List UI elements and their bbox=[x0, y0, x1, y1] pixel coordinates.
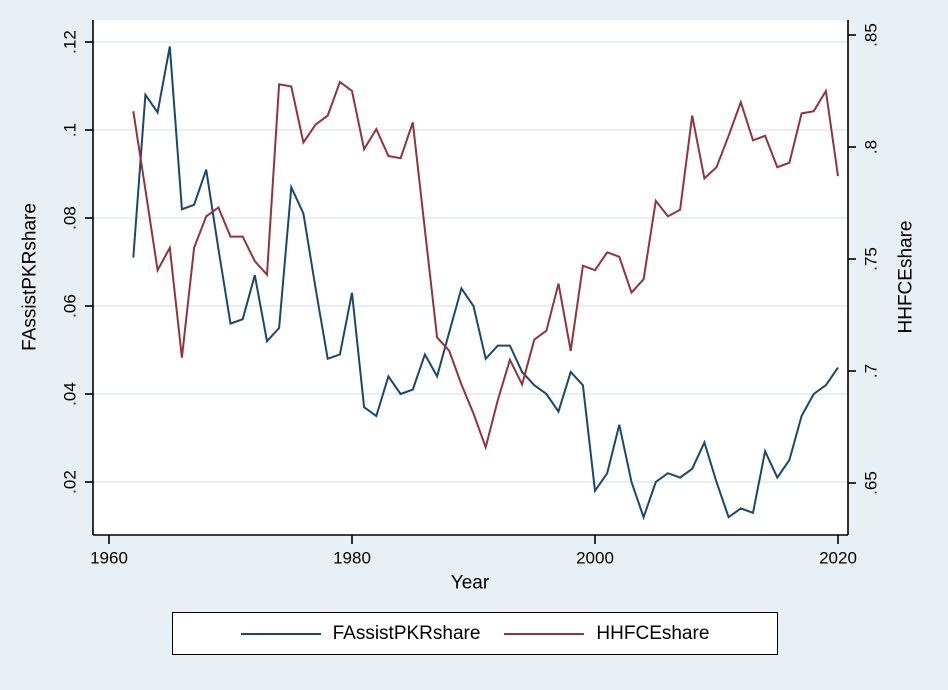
legend-label-hhfceshare: HHFCEshare bbox=[596, 622, 710, 644]
x-axis-tick-label: 1980 bbox=[333, 548, 371, 568]
left-axis-tick-label: .1 bbox=[60, 122, 80, 138]
legend: FAssistPKRshare HHFCEshare bbox=[172, 612, 778, 655]
right-axis-tick-label: .8 bbox=[861, 139, 881, 155]
left-axis-tick-label: .12 bbox=[60, 30, 80, 54]
legend-line-sample-fassistpkrshare bbox=[240, 632, 321, 635]
series-line-fassistpkrshare bbox=[132, 46, 839, 521]
legend-item-hhfceshare: HHFCEshare bbox=[504, 623, 709, 645]
left-axis-title: FAssistPKRshare bbox=[19, 203, 41, 351]
left-axis-tick-label: .02 bbox=[60, 470, 80, 494]
left-axis-tick-label: .08 bbox=[60, 206, 80, 230]
left-axis-tick-label: .04 bbox=[60, 382, 80, 406]
x-axis-tick-label: 2020 bbox=[819, 548, 857, 568]
legend-line-sample-hhfceshare bbox=[504, 632, 585, 635]
series-line-hhfceshare bbox=[132, 80, 839, 451]
x-axis-title: Year bbox=[450, 572, 490, 594]
right-axis-tick-label: .7 bbox=[861, 363, 881, 379]
x-axis-tick-label: 2000 bbox=[576, 548, 614, 568]
plot-area bbox=[93, 20, 848, 535]
right-axis-tick-label: .75 bbox=[861, 247, 881, 271]
right-axis-tick-label: .65 bbox=[861, 471, 881, 495]
x-axis-tick-label: 1960 bbox=[90, 548, 128, 568]
legend-label-fassistpkrshare: FAssistPKRshare bbox=[332, 622, 481, 644]
right-axis-title: HHFCEshare bbox=[895, 220, 917, 334]
left-axis-tick-label: .06 bbox=[60, 294, 80, 318]
legend-item-fassistpkrshare: FAssistPKRshare bbox=[240, 622, 481, 645]
right-axis-tick-label: .85 bbox=[861, 23, 881, 47]
